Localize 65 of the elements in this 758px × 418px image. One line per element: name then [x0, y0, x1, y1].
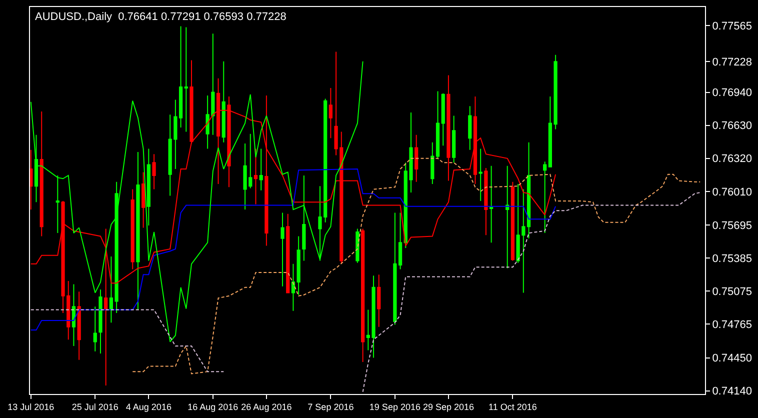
- y-tick-label: 0.74450: [712, 352, 752, 365]
- y-tick-label: 0.74765: [712, 319, 752, 332]
- candlestick: [222, 60, 226, 143]
- candlestick: [146, 148, 150, 226]
- candlestick: [361, 228, 365, 363]
- x-tick-label: 16 Aug 2016: [188, 402, 238, 412]
- candlestick: [40, 110, 44, 237]
- candlestick: [142, 172, 146, 228]
- x-tick-label: 13 Jul 2016: [8, 402, 54, 412]
- candlestick: [328, 88, 333, 139]
- candlestick: [489, 165, 494, 244]
- y-tick-label: 0.77565: [712, 20, 752, 33]
- x-tick-label: 7 Sep 2016: [308, 402, 354, 412]
- candlestick: [441, 92, 445, 146]
- candlestick: [356, 228, 360, 264]
- candlestick: [468, 106, 472, 150]
- x-tick-label: 4 Aug 2016: [126, 402, 172, 412]
- candlestick: [56, 174, 60, 234]
- candlestick: [436, 90, 440, 159]
- x-tick-label: 29 Sep 2016: [422, 402, 474, 412]
- candlestick: [93, 306, 97, 352]
- y-tick-label: 0.75695: [712, 220, 752, 232]
- candlestick: [484, 167, 488, 236]
- candlestick: [77, 291, 81, 360]
- candlestick: [510, 181, 515, 262]
- candlestick: [291, 263, 296, 312]
- candlestick: [286, 213, 290, 294]
- x-tick-label: 19 Sep 2016: [369, 402, 420, 412]
- line-series: [30, 168, 556, 331]
- y-tick-label: 0.76320: [712, 153, 752, 166]
- y-tick-label: 0.75385: [712, 252, 752, 265]
- candlestick: [543, 161, 547, 234]
- candlestick: [377, 274, 381, 328]
- candlestick: [184, 26, 188, 132]
- y-tick-label: 0.77228: [712, 56, 752, 68]
- chart-title: AUDUSD.,Daily 0.76641 0.77291 0.76593 0.77228: [35, 11, 286, 23]
- candlestick: [98, 289, 102, 354]
- x-tick-label: 26 Aug 2016: [241, 402, 292, 412]
- line-series: [132, 158, 701, 374]
- candlestick: [446, 74, 450, 182]
- candlestick: [254, 148, 258, 205]
- candlestick: [478, 148, 482, 202]
- candlestick: [414, 134, 418, 182]
- y-tick-label: 0.75075: [712, 286, 752, 298]
- candlestick: [152, 154, 156, 190]
- y-tick-label: 0.76630: [712, 120, 752, 132]
- candlestick: [72, 284, 76, 347]
- y-tick-label: 0.76010: [712, 186, 752, 198]
- candlestick: [506, 165, 510, 269]
- line-series: [30, 60, 364, 342]
- candlestick: [130, 188, 134, 270]
- candlestick: [452, 115, 456, 164]
- y-tick-label: 0.74140: [712, 386, 752, 398]
- candlestick: [136, 151, 140, 310]
- candlestick: [302, 174, 306, 262]
- candlestick: [34, 134, 38, 203]
- x-tick-label: 11 Oct 2016: [488, 402, 537, 412]
- y-tick-label: 0.76940: [712, 87, 752, 100]
- candlestick: [280, 212, 284, 287]
- candlestick: [259, 148, 263, 191]
- candlestick: [526, 142, 531, 239]
- candlestick: [430, 142, 434, 184]
- candlestick: [30, 149, 33, 210]
- candlestick: [296, 236, 300, 296]
- x-tick-label: 25 Jul 2016: [72, 402, 118, 412]
